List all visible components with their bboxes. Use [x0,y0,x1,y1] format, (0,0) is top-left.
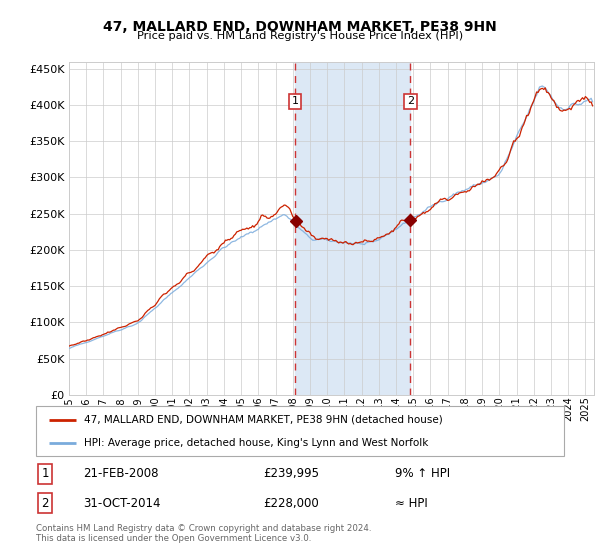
Text: 47, MALLARD END, DOWNHAM MARKET, PE38 9HN (detached house): 47, MALLARD END, DOWNHAM MARKET, PE38 9H… [83,414,442,424]
Bar [295,62,410,395]
FancyBboxPatch shape [36,406,564,456]
Text: ≈ HPI: ≈ HPI [395,497,428,510]
Text: Contains HM Land Registry data © Crown copyright and database right 2024.
This d: Contains HM Land Registry data © Crown c… [36,524,371,543]
Text: HPI: Average price, detached house, King's Lynn and West Norfolk: HPI: Average price, detached house, King… [83,438,428,448]
Text: 2: 2 [41,497,49,510]
Text: 1: 1 [41,468,49,480]
Text: 2: 2 [407,96,414,106]
Text: Price paid vs. HM Land Registry's House Price Index (HPI): Price paid vs. HM Land Registry's House … [137,31,463,41]
Text: £239,995: £239,995 [263,468,319,480]
Text: 1: 1 [292,96,299,106]
Text: 31-OCT-2014: 31-OCT-2014 [83,497,161,510]
Text: £228,000: £228,000 [263,497,319,510]
Text: 9% ↑ HPI: 9% ↑ HPI [395,468,450,480]
Text: 47, MALLARD END, DOWNHAM MARKET, PE38 9HN: 47, MALLARD END, DOWNHAM MARKET, PE38 9H… [103,20,497,34]
Text: 21-FEB-2008: 21-FEB-2008 [83,468,159,480]
